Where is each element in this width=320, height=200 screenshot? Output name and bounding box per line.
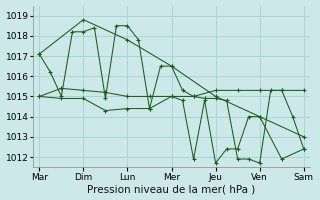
X-axis label: Pression niveau de la mer( hPa ): Pression niveau de la mer( hPa ) xyxy=(87,184,256,194)
